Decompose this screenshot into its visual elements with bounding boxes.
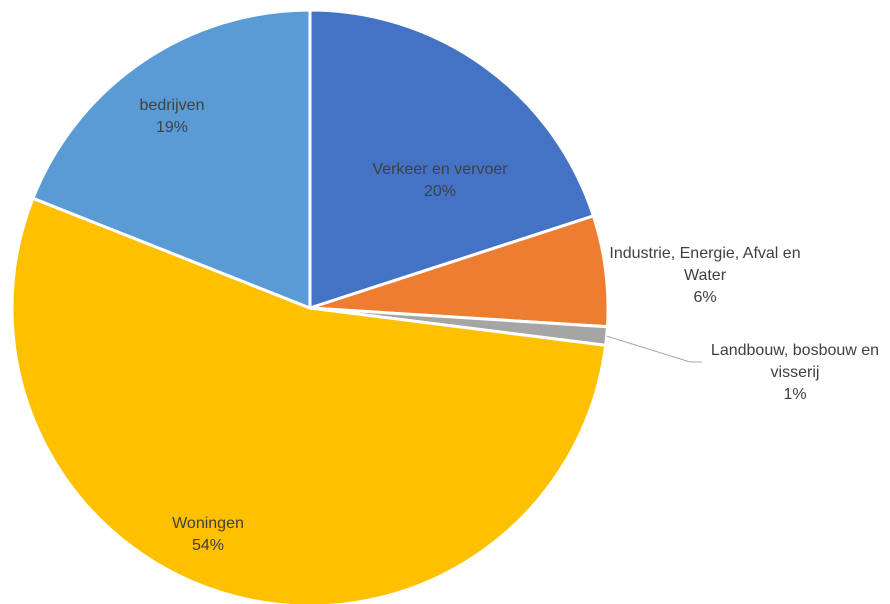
value-label: 1% xyxy=(783,386,807,403)
value-label: 6% xyxy=(693,289,717,306)
data-label: bedrijven 19% xyxy=(102,95,242,139)
pie-slice xyxy=(308,8,596,311)
pie-slice xyxy=(10,196,608,604)
value-label: 20% xyxy=(423,183,457,200)
category-label: Woningen xyxy=(172,515,244,532)
leader-line xyxy=(606,335,702,363)
category-label: Industrie, Energie, Afval en Water xyxy=(609,245,801,284)
category-label: Verkeer en vervoer xyxy=(372,161,508,178)
category-label: Landbouw, bosbouw en visserij xyxy=(710,342,880,381)
category-label: bedrijven xyxy=(139,97,205,114)
pie-slice xyxy=(30,8,312,311)
data-label: Industrie, Energie, Afval en Water 6% xyxy=(600,243,810,309)
value-label: 54% xyxy=(191,537,225,554)
data-label: Landbouw, bosbouw en visserij 1% xyxy=(705,340,885,406)
value-label: 19% xyxy=(155,119,189,136)
data-label: Woningen 54% xyxy=(138,513,278,557)
data-label: Verkeer en vervoer 20% xyxy=(340,159,540,203)
